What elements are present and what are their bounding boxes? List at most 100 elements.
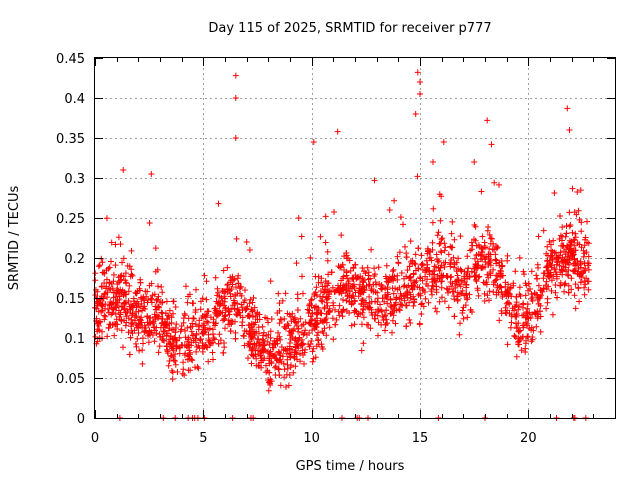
- data-point: [523, 337, 529, 344]
- y-tick-label: 0.15: [56, 292, 85, 307]
- data-point: [113, 300, 120, 306]
- data-point: [218, 294, 225, 301]
- data-point: [206, 339, 213, 345]
- data-point: [548, 287, 555, 294]
- data-point: [564, 271, 571, 278]
- data-point: [452, 285, 459, 291]
- y-tick-label: 0.4: [64, 92, 85, 107]
- data-point: [300, 290, 306, 297]
- data-point: [284, 310, 291, 317]
- data-point: [572, 281, 579, 288]
- data-point: [503, 300, 510, 307]
- data-point: [493, 272, 500, 279]
- data-point: [488, 141, 495, 148]
- data-point: [528, 338, 535, 345]
- data-point: [101, 270, 108, 277]
- data-point: [210, 331, 216, 338]
- data-point: [389, 285, 396, 292]
- data-point: [256, 316, 263, 323]
- data-point: [346, 257, 353, 264]
- data-point: [484, 117, 491, 124]
- data-point: [535, 233, 542, 240]
- data-point: [232, 335, 239, 342]
- data-point: [435, 257, 442, 264]
- data-point: [320, 330, 327, 336]
- data-point: [267, 348, 274, 355]
- data-point: [160, 328, 167, 335]
- data-point: [133, 343, 140, 350]
- data-point: [335, 263, 342, 270]
- data-point: [99, 259, 106, 266]
- data-point: [539, 288, 546, 295]
- data-point: [241, 342, 248, 349]
- data-point: [140, 340, 146, 347]
- data-point: [429, 239, 436, 246]
- data-point: [440, 139, 447, 145]
- data-point: [384, 284, 391, 291]
- data-point: [96, 262, 103, 269]
- data-point: [179, 370, 186, 377]
- data-point: [564, 105, 571, 112]
- data-point: [436, 240, 443, 247]
- data-point: [520, 312, 527, 319]
- data-point: [253, 328, 260, 335]
- data-point: [246, 322, 253, 328]
- data-point: [548, 247, 555, 254]
- data-point: [203, 278, 210, 285]
- data-point: [110, 306, 117, 313]
- data-point: [249, 307, 256, 314]
- data-point: [464, 253, 471, 260]
- data-point: [147, 320, 154, 327]
- data-point: [534, 261, 541, 268]
- data-point: [141, 322, 148, 329]
- data-point: [125, 329, 132, 336]
- data-point: [472, 255, 478, 262]
- data-point: [265, 387, 272, 394]
- data-point: [561, 248, 568, 255]
- data-point: [338, 232, 345, 239]
- data-point: [477, 244, 483, 251]
- data-point: [549, 254, 556, 261]
- data-point: [571, 255, 578, 262]
- data-point: [572, 260, 579, 267]
- data-point: [120, 344, 126, 351]
- data-point: [360, 340, 367, 347]
- data-point: [149, 332, 156, 338]
- data-point: [220, 267, 227, 274]
- data-point: [217, 301, 224, 308]
- data-point: [375, 264, 382, 271]
- data-point: [122, 300, 128, 307]
- data-point: [130, 295, 137, 302]
- data-point: [391, 197, 398, 204]
- data-point: [263, 333, 270, 339]
- data-point: [129, 310, 136, 317]
- data-point: [274, 310, 281, 316]
- data-point: [435, 265, 442, 271]
- data-point: [236, 309, 243, 316]
- data-point: [495, 289, 502, 296]
- data-point: [103, 215, 110, 222]
- data-point: [308, 338, 315, 344]
- data-point: [221, 344, 228, 351]
- data-point: [192, 307, 199, 313]
- data-point: [437, 248, 444, 255]
- data-point: [165, 362, 172, 369]
- data-point: [165, 327, 172, 334]
- data-point: [162, 310, 169, 317]
- data-point: [386, 207, 393, 213]
- data-point: [234, 275, 241, 282]
- data-point: [419, 300, 425, 307]
- data-point: [439, 294, 445, 301]
- data-point: [374, 312, 381, 319]
- data-point: [371, 177, 378, 184]
- data-point: [102, 290, 109, 297]
- data-point: [569, 185, 576, 192]
- data-point: [102, 313, 109, 320]
- data-point: [151, 291, 158, 298]
- data-point: [394, 286, 401, 293]
- data-point: [357, 273, 364, 280]
- data-point: [566, 127, 573, 133]
- data-point: [528, 268, 535, 275]
- data-point: [361, 277, 367, 283]
- data-point: [497, 283, 504, 290]
